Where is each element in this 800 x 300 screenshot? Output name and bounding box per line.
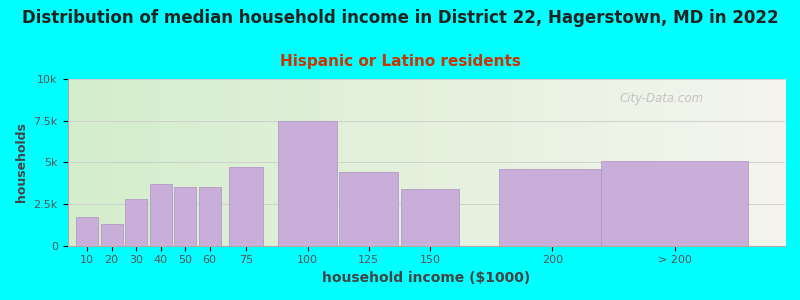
Bar <box>150 184 171 246</box>
Bar <box>125 199 147 246</box>
Text: Distribution of median household income in District 22, Hagerstown, MD in 2022: Distribution of median household income … <box>22 9 778 27</box>
Text: Hispanic or Latino residents: Hispanic or Latino residents <box>279 54 521 69</box>
Bar <box>401 189 459 246</box>
Bar <box>229 167 263 246</box>
Bar <box>339 172 398 246</box>
Bar <box>602 161 748 246</box>
X-axis label: household income ($1000): household income ($1000) <box>322 271 530 285</box>
Y-axis label: households: households <box>15 122 28 202</box>
Text: City-Data.com: City-Data.com <box>620 92 704 105</box>
Bar <box>76 218 98 246</box>
Bar <box>498 169 606 246</box>
Bar <box>198 188 221 246</box>
Bar <box>101 224 122 246</box>
Bar <box>278 121 337 246</box>
Bar <box>174 188 196 246</box>
